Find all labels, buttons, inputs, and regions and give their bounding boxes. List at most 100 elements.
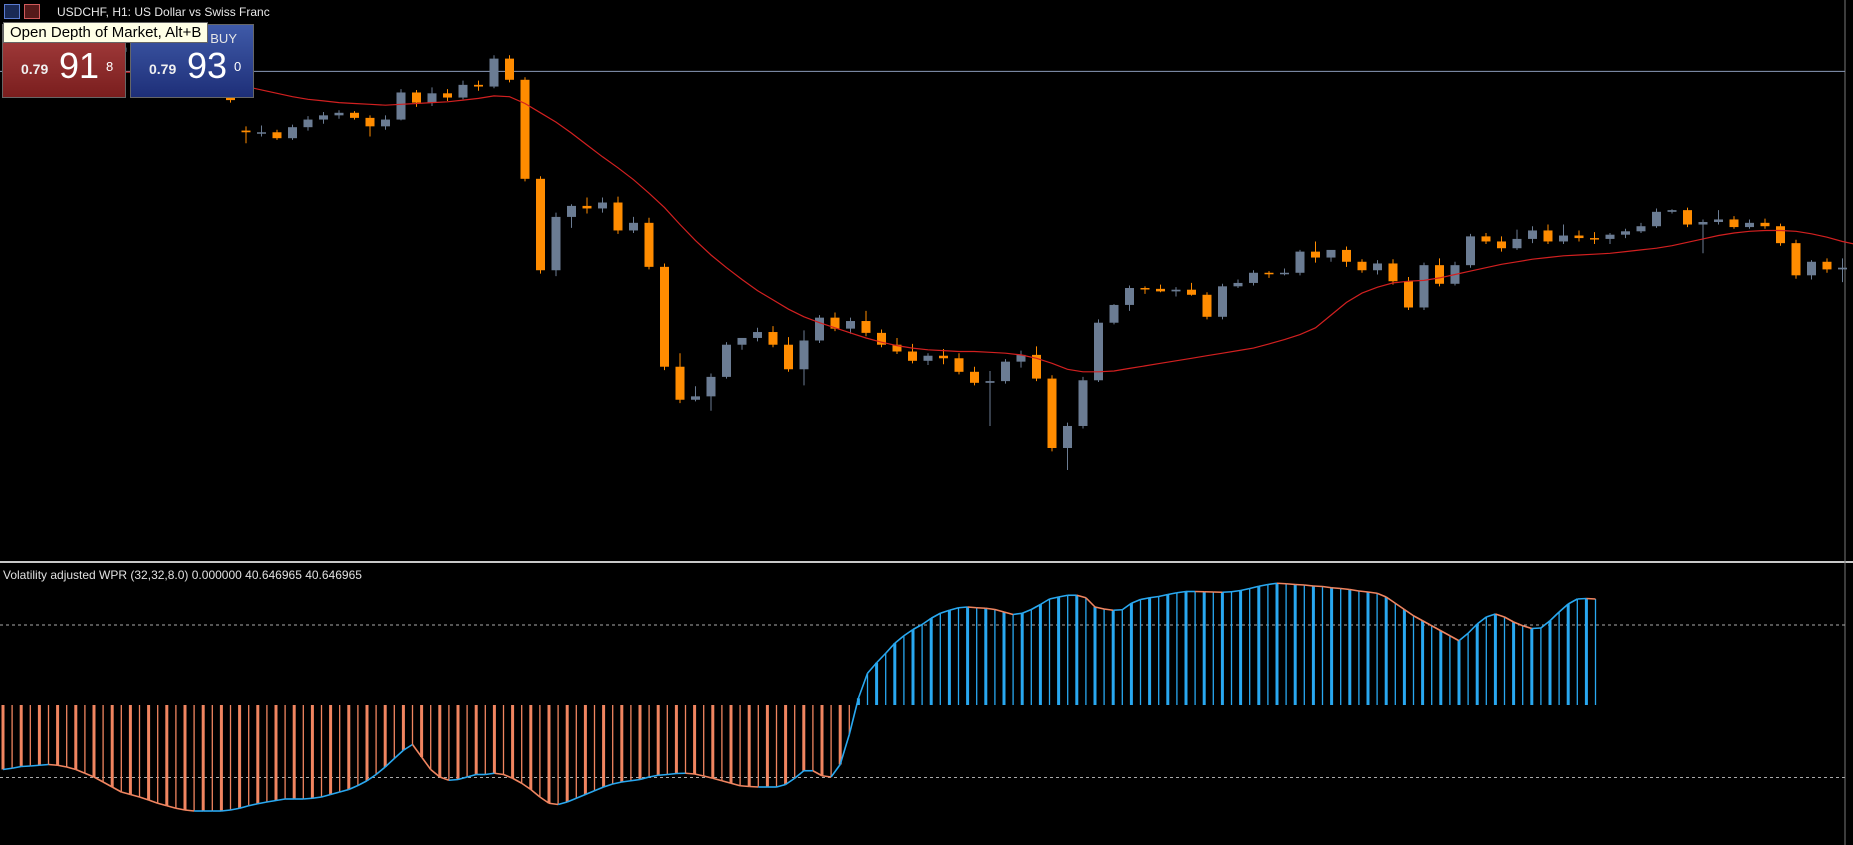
wpr-line-segment — [1304, 584, 1314, 587]
candle-body — [691, 396, 700, 400]
candle-body — [892, 344, 902, 352]
candle-body — [412, 92, 421, 103]
wpr-line-segment — [494, 772, 504, 776]
wpr-line-segment — [712, 777, 723, 782]
wpr-line-segment — [175, 807, 186, 811]
wpr-line-segment — [1094, 606, 1105, 610]
wpr-line-segment — [1286, 582, 1296, 586]
one-click-trading-icon[interactable] — [24, 3, 40, 19]
wpr-line-segment — [1313, 585, 1323, 588]
buy-price-prefix: 0.79 — [149, 61, 177, 77]
chart-header — [0, 0, 40, 22]
candle-body — [1047, 378, 1057, 448]
wpr-line-segment — [967, 606, 977, 609]
wpr-line-segment — [303, 797, 313, 800]
wpr-line-segment — [485, 772, 495, 776]
candle-body — [1559, 235, 1568, 242]
candle-body — [1280, 272, 1289, 275]
wpr-line-segment — [1367, 591, 1378, 595]
candle-body — [505, 58, 514, 80]
wpr-line-segment — [776, 783, 786, 788]
wpr-line-segment — [148, 799, 158, 805]
wpr-line-segment — [740, 784, 750, 788]
buy-label: BUY — [210, 31, 237, 46]
wpr-line-segment — [257, 801, 268, 805]
sell-price-big: 91 — [59, 45, 100, 86]
candle-body — [241, 130, 251, 133]
candle-body — [970, 371, 979, 383]
candle-body — [629, 222, 638, 231]
wpr-line-segment — [1349, 588, 1360, 592]
wpr-line-segment — [1030, 603, 1041, 611]
wpr-line-segment — [1495, 613, 1505, 618]
wpr-line-segment — [1167, 591, 1178, 596]
wpr-line-segment — [393, 749, 404, 760]
wpr-line-segment — [366, 773, 377, 782]
wpr-line-segment — [402, 743, 413, 751]
wpr-line-segment — [903, 628, 914, 637]
wpr-line-segment — [958, 606, 968, 609]
candle-body — [567, 205, 576, 217]
candle-body — [1822, 261, 1832, 270]
candle-body — [1357, 261, 1367, 271]
tooltip: Open Depth of Market, Alt+B — [3, 22, 209, 43]
wpr-line-segment — [1458, 632, 1469, 642]
candle-body — [1481, 236, 1491, 242]
candle-body — [675, 366, 685, 400]
candle-body — [706, 376, 716, 397]
wpr-line-segment — [1449, 635, 1460, 642]
wpr-line-segment — [1231, 589, 1241, 593]
wpr-line-segment — [166, 804, 177, 810]
wpr-line-segment — [603, 783, 613, 788]
candle-body — [1264, 272, 1274, 275]
wpr-line-segment — [275, 798, 286, 802]
wpr-line-segment — [749, 785, 759, 788]
wpr-line-segment — [30, 764, 40, 767]
sell-price-sup: 8 — [106, 59, 114, 74]
wpr-line-segment — [703, 775, 713, 780]
candle-body — [722, 344, 731, 377]
wpr-line-segment — [2, 767, 13, 771]
moving-average-line — [122, 71, 1853, 373]
wpr-line-segment — [721, 779, 732, 785]
candle-body — [536, 178, 545, 271]
wpr-line-segment — [121, 791, 131, 796]
wpr-line-segment — [66, 766, 77, 771]
candle-body — [1528, 230, 1537, 239]
candle-body — [350, 112, 359, 118]
candle-body — [365, 117, 375, 127]
wpr-line-segment — [230, 807, 240, 811]
depth-of-market-icon[interactable] — [4, 3, 20, 19]
wpr-line-segment — [330, 791, 340, 796]
candle-body — [427, 93, 437, 103]
wpr-line-segment — [1121, 602, 1132, 611]
candle-body — [1388, 263, 1398, 282]
wpr-line-segment — [1103, 608, 1114, 612]
wpr-line-segment — [839, 734, 851, 765]
wpr-line-segment — [821, 774, 832, 778]
candle-body — [520, 79, 530, 179]
candle-body — [1202, 294, 1212, 317]
wpr-line-segment — [994, 608, 1005, 613]
candle-body — [908, 351, 917, 361]
wpr-line-segment — [130, 793, 140, 798]
wpr-line-segment — [1249, 585, 1259, 590]
wpr-line-segment — [667, 772, 677, 776]
candle-body — [1776, 226, 1785, 244]
wpr-line-segment — [357, 780, 368, 787]
candle-body — [1497, 241, 1506, 249]
wpr-line-segment — [312, 796, 322, 800]
wpr-line-segment — [1394, 602, 1405, 611]
candle-body — [877, 332, 886, 345]
wpr-line-segment — [266, 799, 277, 803]
wpr-line-segment — [411, 744, 423, 758]
wpr-line-segment — [857, 672, 869, 699]
wpr-line-segment — [621, 779, 632, 783]
candle-body — [319, 115, 328, 120]
wpr-line-segment — [1149, 595, 1159, 599]
candle-body — [1311, 251, 1320, 258]
wpr-line-segment — [894, 635, 905, 644]
candle-body — [753, 332, 762, 338]
candle-body — [1435, 265, 1444, 284]
